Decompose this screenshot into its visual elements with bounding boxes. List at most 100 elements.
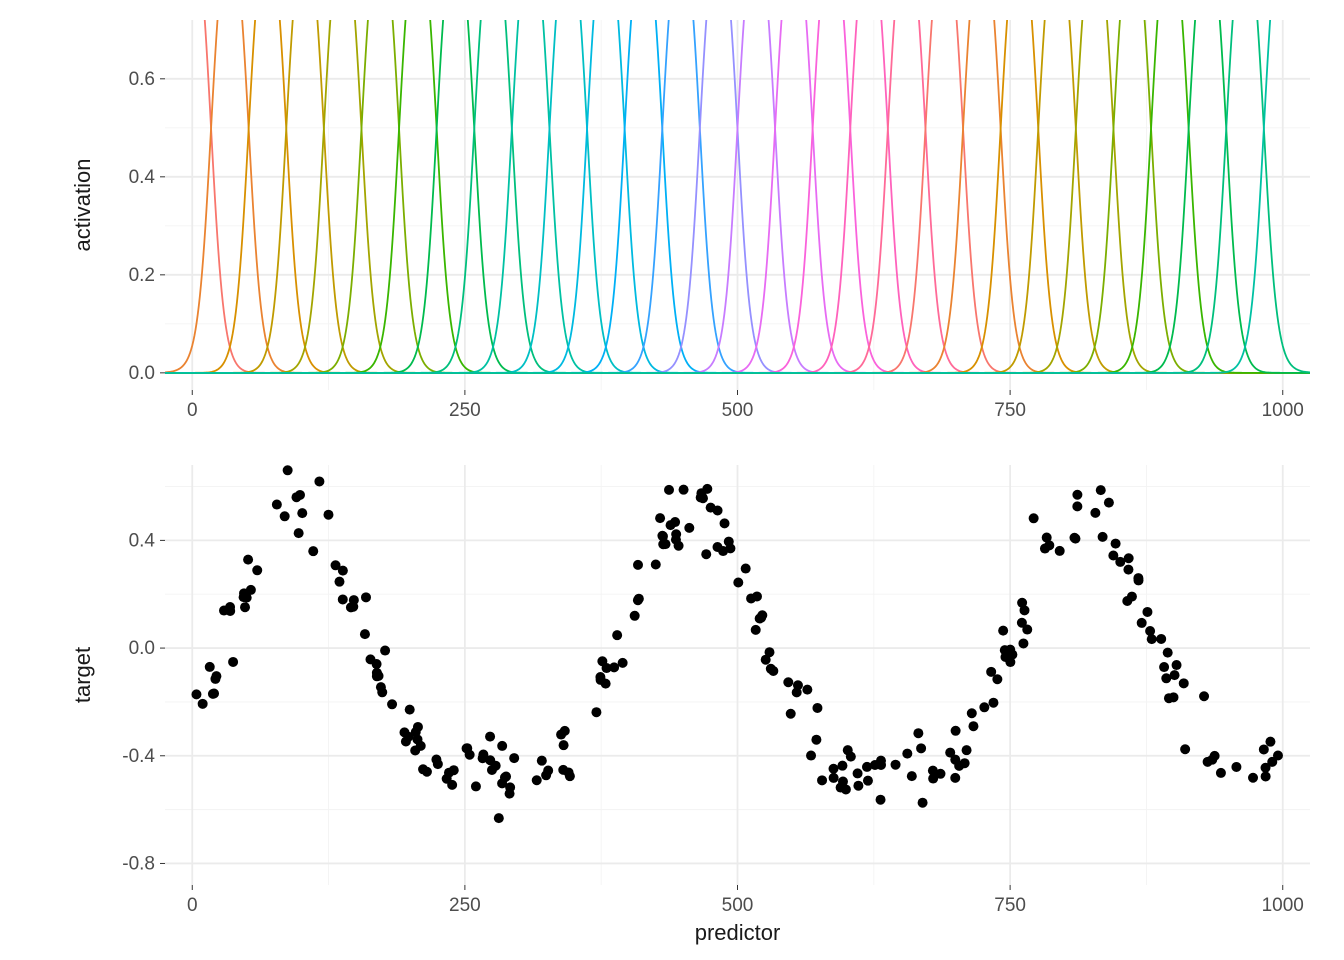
scatter-point bbox=[701, 549, 711, 559]
scatter-point bbox=[556, 730, 566, 740]
scatter-point bbox=[225, 602, 235, 612]
scatter-point bbox=[360, 629, 370, 639]
scatter-point bbox=[817, 775, 827, 785]
scatter-point bbox=[252, 565, 262, 575]
scatter-point bbox=[812, 703, 822, 713]
scatter-point bbox=[334, 577, 344, 587]
scatter-point bbox=[243, 555, 253, 565]
scatter-point bbox=[1098, 532, 1108, 542]
scatter-point bbox=[297, 508, 307, 518]
scatter-point bbox=[1072, 490, 1082, 500]
scatter-point bbox=[786, 709, 796, 719]
scatter-point bbox=[280, 511, 290, 521]
scatter-point bbox=[967, 708, 977, 718]
scatter-point bbox=[870, 760, 880, 770]
scatter-point bbox=[1137, 618, 1147, 628]
scatter-point bbox=[658, 531, 668, 541]
scatter-point bbox=[198, 699, 208, 709]
scatter-point bbox=[829, 764, 839, 774]
x-tick-label: 500 bbox=[722, 400, 754, 421]
scatter-point bbox=[612, 630, 622, 640]
y-tick-label: 0.0 bbox=[129, 638, 155, 659]
scatter-point bbox=[757, 610, 767, 620]
scatter-point bbox=[1168, 692, 1178, 702]
x-tick-label: 1000 bbox=[1262, 400, 1304, 421]
x-tick-label: 250 bbox=[449, 895, 481, 916]
scatter-point bbox=[1147, 634, 1157, 644]
scatter-point bbox=[1070, 534, 1080, 544]
x-tick-label: 0 bbox=[187, 895, 198, 916]
scatter-point bbox=[706, 503, 716, 513]
scatter-point bbox=[242, 593, 252, 603]
scatter-point bbox=[793, 680, 803, 690]
scatter-point bbox=[1040, 544, 1050, 554]
scatter-point bbox=[314, 476, 324, 486]
scatter-point bbox=[718, 546, 728, 556]
scatter-point bbox=[346, 602, 356, 612]
scatter-point bbox=[863, 776, 873, 786]
x-tick-label: 0 bbox=[187, 400, 198, 421]
scatter-point bbox=[609, 662, 619, 672]
scatter-point bbox=[751, 625, 761, 635]
scatter-point bbox=[1115, 557, 1125, 567]
scatter-point bbox=[761, 655, 771, 665]
scatter-point bbox=[853, 781, 863, 791]
scatter-point bbox=[1259, 744, 1269, 754]
scatter-point bbox=[1159, 662, 1169, 672]
bottom-panel: 02505007501000-0.8-0.40.00.4targetpredic… bbox=[70, 465, 1310, 945]
scatter-point bbox=[1170, 670, 1180, 680]
scatter-point bbox=[465, 750, 475, 760]
scatter-point bbox=[478, 753, 488, 763]
scatter-point bbox=[558, 765, 568, 775]
scatter-point bbox=[191, 689, 201, 699]
scatter-point bbox=[666, 520, 676, 530]
scatter-point bbox=[559, 740, 569, 750]
scatter-point bbox=[1055, 546, 1065, 556]
scatter-point bbox=[679, 485, 689, 495]
x-axis-title-bottom: predictor bbox=[695, 920, 781, 945]
scatter-point bbox=[697, 493, 707, 503]
scatter-point bbox=[509, 753, 519, 763]
scatter-point bbox=[1020, 605, 1030, 615]
scatter-point bbox=[291, 492, 301, 502]
scatter-point bbox=[308, 546, 318, 556]
scatter-point bbox=[1248, 773, 1258, 783]
x-tick-label: 750 bbox=[994, 895, 1026, 916]
scatter-point bbox=[979, 702, 989, 712]
scatter-point bbox=[768, 666, 778, 676]
scatter-point bbox=[1018, 638, 1028, 648]
scatter-point bbox=[1072, 501, 1082, 511]
scatter-point bbox=[950, 773, 960, 783]
scatter-point bbox=[1156, 634, 1166, 644]
scatter-point bbox=[630, 611, 640, 621]
scatter-point bbox=[1163, 648, 1173, 658]
scatter-point bbox=[372, 671, 382, 681]
scatter-point bbox=[902, 749, 912, 759]
scatter-point bbox=[1172, 660, 1182, 670]
scatter-point bbox=[537, 756, 547, 766]
scatter-point bbox=[505, 789, 515, 799]
scatter-point bbox=[846, 752, 856, 762]
scatter-point bbox=[433, 759, 443, 769]
scatter-point bbox=[1122, 596, 1132, 606]
scatter-point bbox=[811, 735, 821, 745]
scatter-point bbox=[210, 674, 220, 684]
scatter-point bbox=[837, 761, 847, 771]
scatter-point bbox=[806, 751, 816, 761]
scatter-point bbox=[591, 707, 601, 717]
scatter-point bbox=[907, 771, 917, 781]
scatter-point bbox=[1123, 565, 1133, 575]
x-tick-label: 500 bbox=[722, 895, 754, 916]
scatter-point bbox=[447, 780, 457, 790]
scatter-point bbox=[655, 513, 665, 523]
scatter-point bbox=[228, 657, 238, 667]
figure-svg: 025050075010000.00.20.40.6activation0250… bbox=[0, 0, 1344, 960]
y-axis-title-top: activation bbox=[70, 159, 95, 252]
scatter-point bbox=[1134, 575, 1144, 585]
scatter-point bbox=[618, 658, 628, 668]
scatter-point bbox=[205, 662, 215, 672]
scatter-point bbox=[968, 721, 978, 731]
scatter-point bbox=[1104, 498, 1114, 508]
scatter-point bbox=[954, 761, 964, 771]
y-tick-label: -0.4 bbox=[122, 746, 155, 767]
